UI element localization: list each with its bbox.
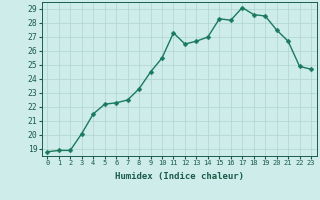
X-axis label: Humidex (Indice chaleur): Humidex (Indice chaleur) — [115, 172, 244, 181]
